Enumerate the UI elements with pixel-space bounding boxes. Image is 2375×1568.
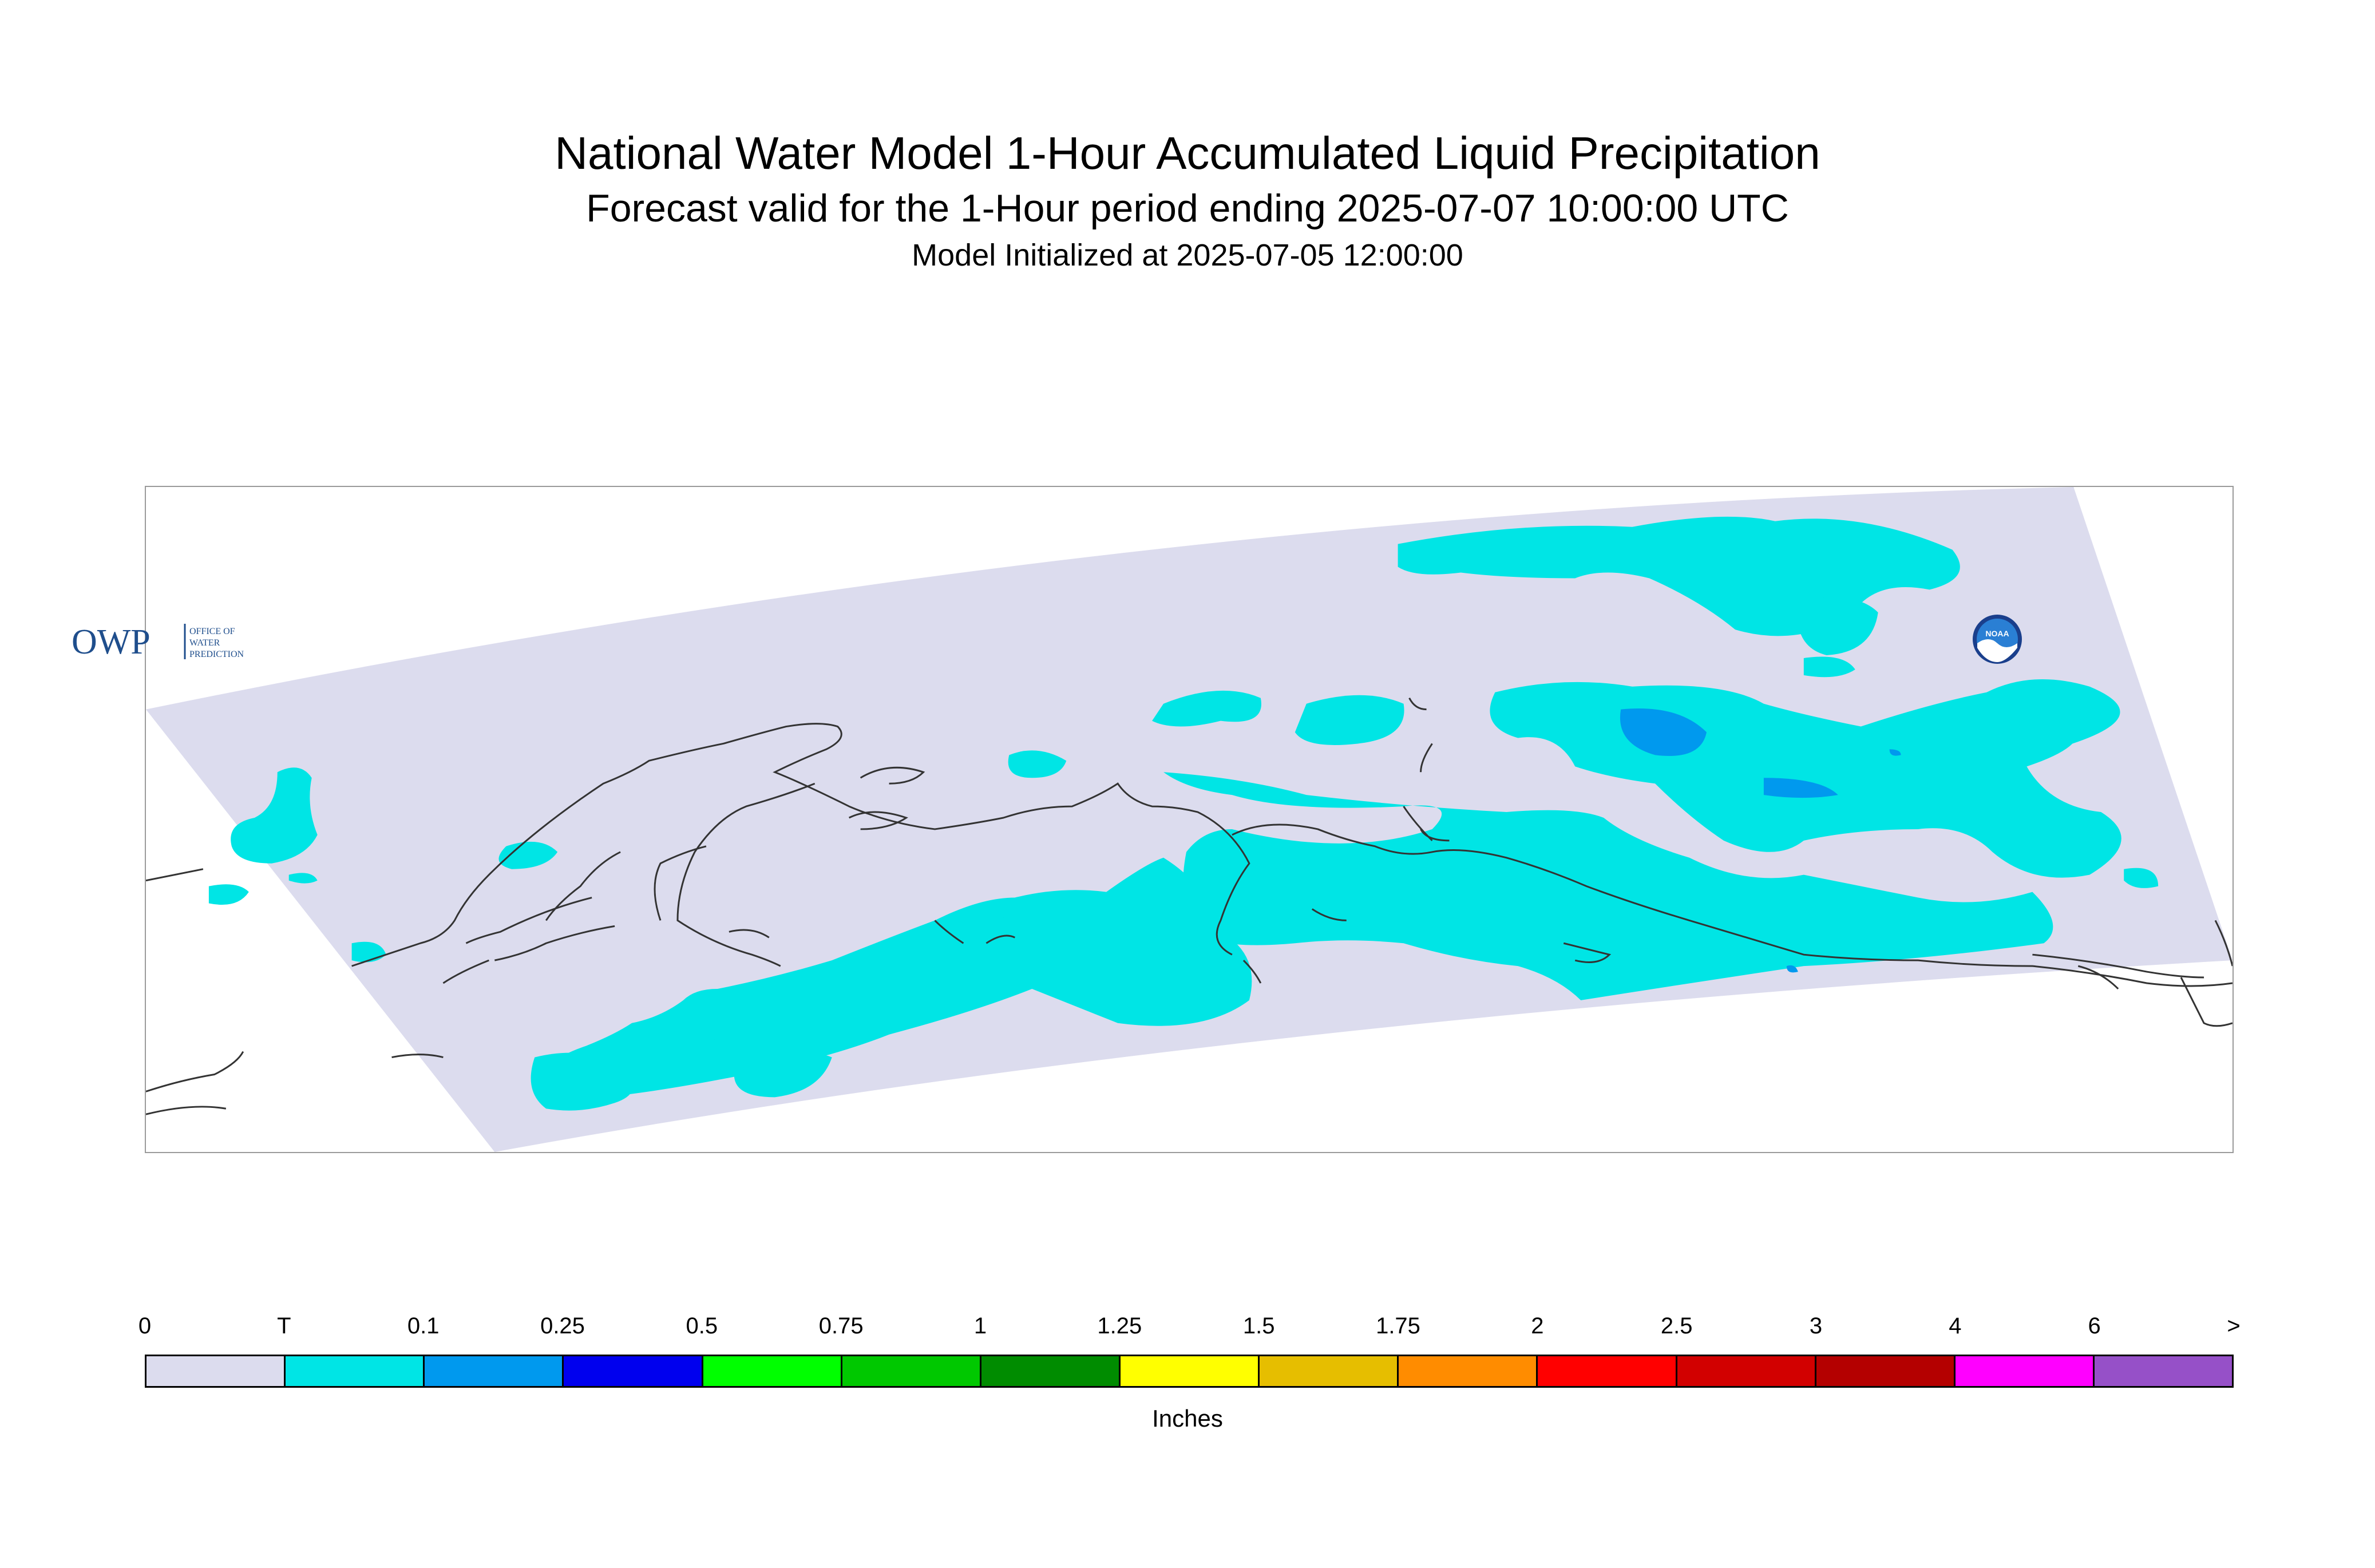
legend-tick-label: 1 (973, 1313, 987, 1339)
legend-tick-label: 6 (2088, 1313, 2101, 1339)
legend-tick-label: 2.5 (1660, 1313, 1693, 1339)
precip-area-light (208, 516, 2159, 1111)
legend-swatch (1538, 1356, 1677, 1386)
legend-swatch (1816, 1356, 1956, 1386)
model-domain (146, 487, 2232, 1152)
legend-swatch (564, 1356, 703, 1386)
map-title: National Water Model 1-Hour Accumulated … (555, 128, 1820, 179)
noaa-logo-text: NOAA (1985, 629, 2009, 638)
legend-tick-label: 0.75 (818, 1313, 864, 1339)
color-legend: 0 T 0.1 0.25 0.5 0.75 1 1.25 1.5 1.75 2 2.5 3 4 6 > (138, 1313, 2241, 1399)
legend-swatch (1120, 1356, 1260, 1386)
legend-swatch (1260, 1356, 1399, 1386)
legend-swatch (981, 1356, 1121, 1386)
legend-colorbar (145, 1355, 2234, 1388)
precipitation-map (145, 486, 2234, 1153)
legend-swatch (147, 1356, 286, 1386)
legend-swatch (1955, 1356, 2095, 1386)
legend-swatch (2094, 1356, 2232, 1386)
legend-tick-label: 4 (1949, 1313, 1962, 1339)
legend-tick-label: 0.25 (540, 1313, 585, 1339)
legend-swatch (1677, 1356, 1816, 1386)
legend-swatch (842, 1356, 981, 1386)
legend-tick-label: 0.5 (686, 1313, 718, 1339)
owp-logo-line2: WATER (189, 638, 220, 648)
forecast-valid-subtitle: Forecast valid for the 1-Hour period end… (586, 187, 1789, 230)
owp-logo-text: OWP (72, 623, 151, 662)
map-canvas (146, 487, 2232, 1152)
legend-tick-label: 0.1 (407, 1313, 440, 1339)
coastlines (146, 698, 2232, 1115)
legend-tick-label: > (2227, 1313, 2241, 1339)
noaa-logo: NOAA (1972, 613, 2023, 665)
legend-tick-label: 0 (138, 1313, 152, 1339)
legend-tick-label: 1.75 (1376, 1313, 1420, 1339)
legend-tick-label: T (277, 1313, 291, 1339)
model-init-text: Model Initialized at 2025-07-05 12:00:00 (912, 238, 1463, 272)
legend-tick-label: 1.5 (1242, 1313, 1275, 1339)
legend-swatch (1399, 1356, 1538, 1386)
owp-logo: OWP OFFICE OF WATER PREDICTION (72, 618, 278, 664)
legend-unit-label: Inches (1152, 1405, 1223, 1432)
legend-tick-label: 1.25 (1097, 1313, 1142, 1339)
owp-logo-line3: PREDICTION (189, 650, 244, 659)
legend-swatch (425, 1356, 564, 1386)
precip-area-moderate (1620, 708, 1901, 973)
legend-tick-label: 2 (1531, 1313, 1544, 1339)
legend-swatch (286, 1356, 425, 1386)
owp-logo-line1: OFFICE OF (189, 627, 235, 636)
legend-swatch (703, 1356, 842, 1386)
legend-tick-label: 3 (1809, 1313, 1823, 1339)
